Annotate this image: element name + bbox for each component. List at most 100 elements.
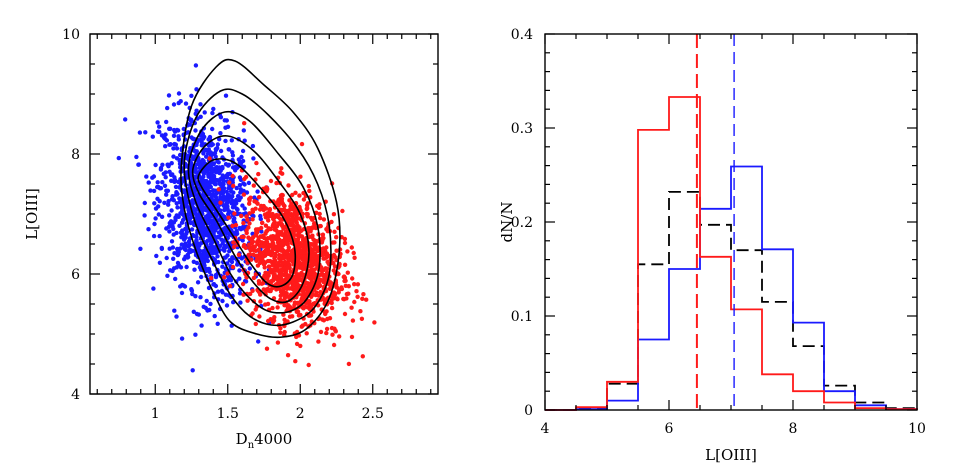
red-point xyxy=(279,166,284,171)
blue-point xyxy=(155,120,160,125)
red-point xyxy=(318,215,323,221)
blue-point xyxy=(174,127,180,133)
blue-point xyxy=(178,99,183,104)
red-point xyxy=(332,229,337,234)
blue-point xyxy=(215,142,220,147)
red-point xyxy=(270,319,276,325)
blue-point xyxy=(166,202,171,207)
blue-point xyxy=(165,188,171,193)
blue-point xyxy=(198,114,203,120)
blue-point xyxy=(215,321,220,326)
red-point xyxy=(349,334,355,340)
red-point xyxy=(318,289,323,295)
red-point xyxy=(355,282,361,287)
blue-point xyxy=(203,228,208,233)
red-point xyxy=(341,297,347,302)
red-point xyxy=(288,269,294,274)
red-point xyxy=(280,171,285,176)
red-point xyxy=(272,272,277,277)
blue-point xyxy=(242,138,247,143)
red-point xyxy=(306,362,311,368)
blue-point xyxy=(223,93,229,98)
red-point xyxy=(290,285,295,290)
red-point xyxy=(336,290,341,295)
red-point xyxy=(248,195,253,200)
blue-point xyxy=(144,174,149,179)
red-point xyxy=(270,305,275,311)
blue-point xyxy=(198,227,203,232)
red-point xyxy=(207,156,212,161)
blue-point xyxy=(169,178,174,183)
blue-point xyxy=(203,147,209,152)
blue-point xyxy=(246,180,252,186)
blue-point xyxy=(221,203,227,208)
blue-point xyxy=(210,220,215,226)
red-point xyxy=(247,221,252,226)
blue-point xyxy=(155,196,160,201)
blue-point xyxy=(203,305,208,311)
blue-point xyxy=(136,162,141,167)
red-point xyxy=(320,232,326,237)
red-point xyxy=(271,223,277,229)
red-point xyxy=(272,315,277,320)
blue-point xyxy=(160,180,165,185)
red-point xyxy=(253,307,258,312)
red-point xyxy=(236,252,242,257)
red-point xyxy=(272,227,278,232)
blue-point xyxy=(150,134,155,139)
blue-point xyxy=(218,148,224,154)
red-point xyxy=(241,234,246,240)
blue-point xyxy=(231,190,236,195)
blue-point xyxy=(256,339,261,344)
blue-point xyxy=(176,91,182,96)
blue-point xyxy=(172,175,177,180)
blue-point xyxy=(201,151,206,156)
blue-point xyxy=(186,244,191,249)
red-point xyxy=(257,243,262,249)
red-point xyxy=(323,277,328,282)
right-y-axis-label: dN/N xyxy=(498,202,516,243)
blue-point xyxy=(116,155,122,161)
red-point xyxy=(325,259,330,265)
blue-point xyxy=(230,150,235,155)
blue-point xyxy=(167,126,172,131)
blue-point xyxy=(213,182,218,187)
blue-point xyxy=(169,197,175,202)
red-point xyxy=(260,233,265,239)
right-plot-frame xyxy=(544,33,918,411)
red-point xyxy=(305,201,311,206)
red-point xyxy=(361,292,366,297)
blue-point xyxy=(142,200,147,206)
red-point xyxy=(256,235,261,240)
red-point xyxy=(290,219,295,225)
red-point xyxy=(349,305,354,310)
blue-point xyxy=(196,223,202,228)
red-point xyxy=(264,189,269,194)
red-point xyxy=(272,251,278,257)
blue-point xyxy=(166,93,172,98)
blue-point xyxy=(187,216,193,221)
blue-point xyxy=(169,208,174,213)
blue-point xyxy=(184,226,189,231)
blue-point xyxy=(157,124,162,129)
red-point xyxy=(293,190,298,195)
red-point xyxy=(309,294,314,299)
blue-point xyxy=(151,188,157,194)
red-point xyxy=(284,286,290,291)
red-point xyxy=(225,271,230,276)
blue-point xyxy=(188,219,193,225)
blue-point xyxy=(225,174,230,180)
blue-point xyxy=(199,143,204,148)
blue-point xyxy=(174,146,180,151)
red-point xyxy=(274,212,279,218)
red-point xyxy=(230,223,235,229)
red-point xyxy=(268,178,274,184)
red-point xyxy=(332,254,338,260)
blue-point xyxy=(211,282,217,287)
red-point xyxy=(306,183,311,189)
blue-point xyxy=(177,223,182,228)
red-point xyxy=(240,281,246,287)
blue-point xyxy=(202,206,208,212)
blue-point xyxy=(201,174,206,179)
blue-point xyxy=(226,185,231,191)
